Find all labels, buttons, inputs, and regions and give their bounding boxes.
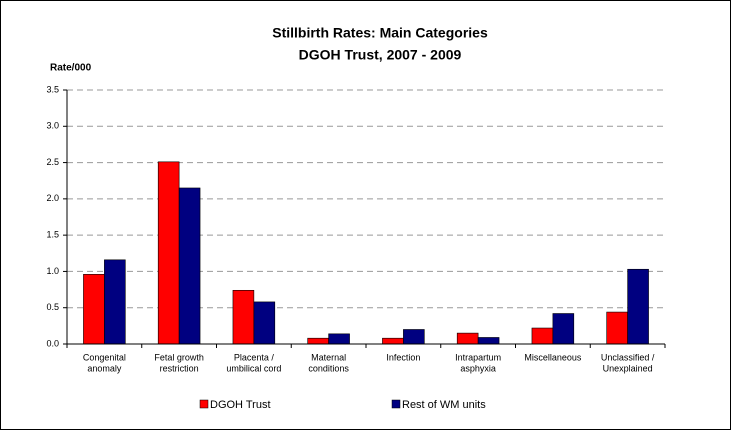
bar bbox=[531, 327, 554, 345]
x-tick-label: Congenital bbox=[83, 352, 126, 362]
x-tick-label: Infection bbox=[386, 352, 420, 362]
y-tick-label: 0.5 bbox=[46, 302, 59, 312]
y-tick-label: 2.0 bbox=[46, 193, 59, 203]
y-tick-label: 1.0 bbox=[46, 266, 59, 276]
y-tick-label: 3.0 bbox=[46, 121, 59, 131]
bar bbox=[627, 268, 649, 345]
bar bbox=[232, 289, 255, 345]
chart-title: Stillbirth Rates: Main Categories bbox=[272, 25, 488, 41]
y-axis-label: Rate/000 bbox=[50, 63, 92, 74]
bar bbox=[83, 274, 105, 345]
bar bbox=[178, 187, 201, 345]
legend-swatch bbox=[199, 399, 209, 409]
legend-label: Rest of WM units bbox=[402, 399, 486, 411]
bar bbox=[307, 337, 329, 345]
bar bbox=[477, 337, 500, 345]
bar bbox=[403, 329, 425, 345]
x-tick-label: Fetal growth bbox=[154, 352, 204, 362]
bar bbox=[328, 333, 350, 345]
bar bbox=[253, 301, 276, 345]
x-tick-label: Maternal bbox=[311, 352, 346, 362]
bar bbox=[552, 313, 575, 345]
y-tick-label: 3.5 bbox=[46, 84, 59, 94]
x-tick-label: Unexplained bbox=[603, 363, 653, 373]
x-tick-label: Unclassified / bbox=[601, 352, 655, 362]
legend-swatch bbox=[391, 399, 401, 409]
x-tick-label: anomaly bbox=[87, 363, 122, 373]
chart-subtitle: DGOH Trust, 2007 - 2009 bbox=[299, 47, 462, 63]
bar bbox=[157, 161, 180, 345]
y-tick-label: 2.5 bbox=[46, 157, 59, 167]
bar bbox=[382, 337, 404, 345]
x-tick-label: asphyxia bbox=[460, 363, 496, 373]
y-tick-label: 0.0 bbox=[46, 338, 59, 348]
x-tick-label: Placenta / bbox=[234, 352, 275, 362]
bar bbox=[456, 332, 479, 345]
legend-label: DGOH Trust bbox=[210, 399, 271, 411]
y-tick-label: 1.5 bbox=[46, 230, 59, 240]
bar bbox=[606, 311, 628, 345]
x-tick-label: conditions bbox=[308, 363, 349, 373]
x-tick-label: umbilical cord bbox=[226, 363, 281, 373]
bar bbox=[104, 259, 126, 345]
x-tick-label: Miscellaneous bbox=[524, 352, 582, 362]
x-tick-label: Intrapartum bbox=[455, 352, 501, 362]
x-tick-label: restriction bbox=[160, 363, 199, 373]
